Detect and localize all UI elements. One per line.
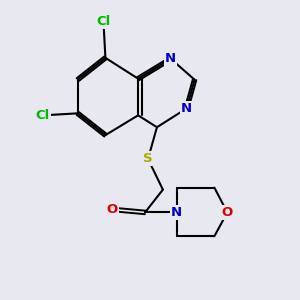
Text: N: N (181, 102, 192, 115)
Text: O: O (107, 203, 118, 216)
Text: S: S (143, 152, 153, 165)
Text: N: N (165, 52, 176, 65)
Text: Cl: Cl (96, 15, 111, 28)
Text: O: O (222, 206, 233, 219)
Text: Cl: Cl (36, 109, 50, 122)
Text: N: N (171, 206, 182, 219)
